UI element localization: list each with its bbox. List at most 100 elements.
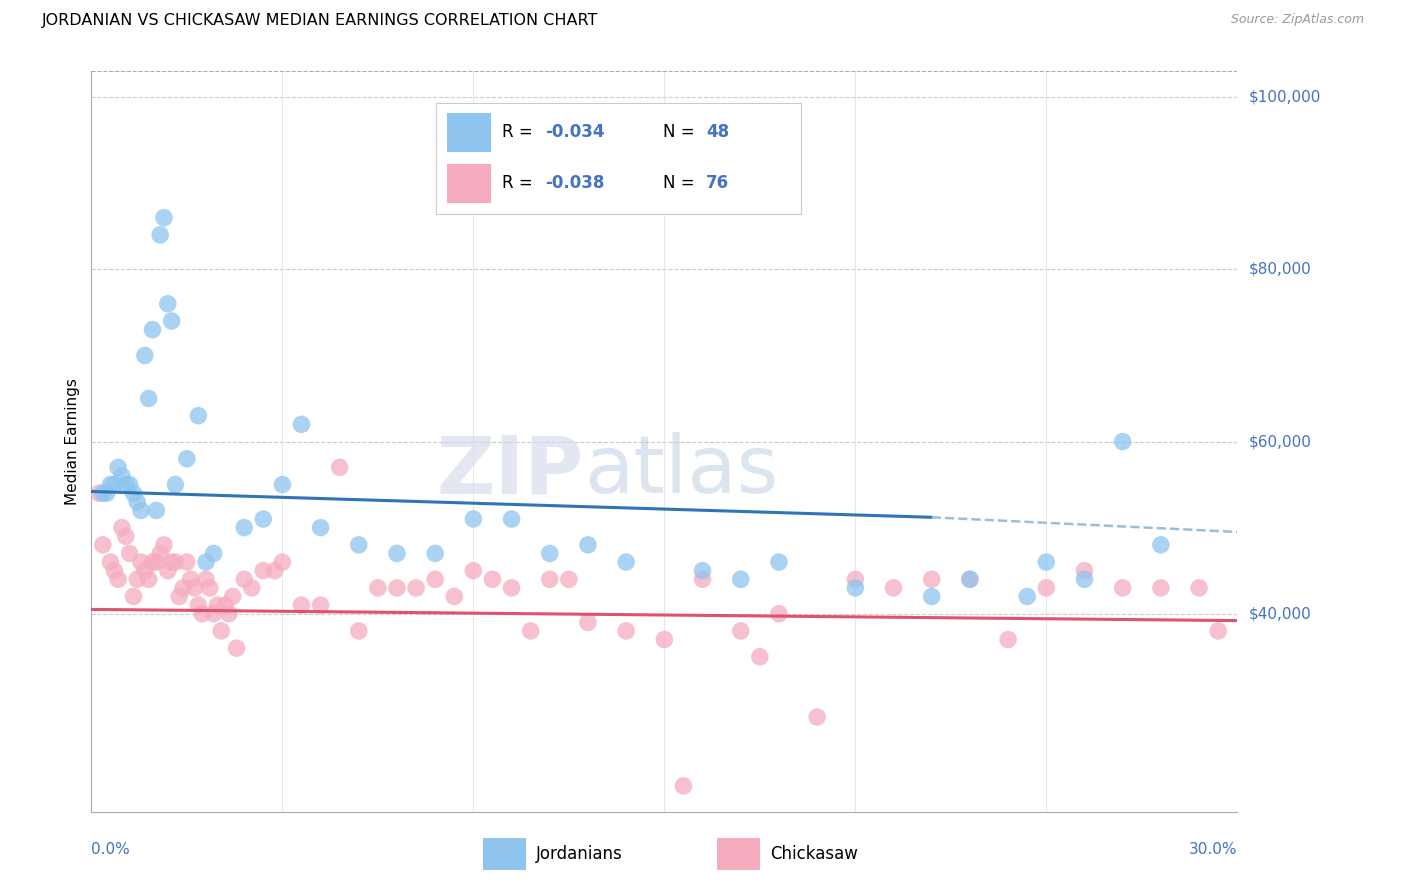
Point — [882, 581, 904, 595]
Point — [138, 572, 160, 586]
Text: Jordanians: Jordanians — [536, 845, 623, 863]
Text: $60,000: $60,000 — [1249, 434, 1312, 449]
Point — [959, 572, 981, 586]
Point — [1188, 581, 1211, 595]
Point — [180, 572, 202, 586]
Point — [149, 227, 172, 242]
Point — [290, 417, 312, 432]
Point — [921, 572, 943, 586]
Point — [1073, 572, 1095, 586]
Point — [692, 564, 714, 578]
Point — [176, 555, 198, 569]
Point — [107, 572, 129, 586]
Point — [233, 572, 256, 586]
Point — [844, 572, 866, 586]
Point — [202, 607, 225, 621]
Point — [844, 581, 866, 595]
Point — [768, 555, 790, 569]
Point — [748, 649, 770, 664]
Point — [576, 538, 599, 552]
Text: N =: N = — [662, 122, 699, 141]
Text: -0.038: -0.038 — [546, 174, 605, 192]
FancyBboxPatch shape — [484, 838, 526, 870]
Point — [100, 477, 122, 491]
Point — [165, 555, 187, 569]
Point — [207, 598, 229, 612]
Point — [614, 624, 637, 638]
Point — [576, 615, 599, 630]
Text: $100,000: $100,000 — [1249, 90, 1320, 104]
FancyBboxPatch shape — [717, 838, 761, 870]
Point — [1035, 555, 1057, 569]
Point — [209, 624, 232, 638]
Point — [614, 555, 637, 569]
Point — [519, 624, 541, 638]
Point — [463, 564, 485, 578]
Point — [96, 486, 118, 500]
Point — [127, 495, 149, 509]
Point — [252, 512, 274, 526]
Point — [405, 581, 427, 595]
Point — [160, 555, 183, 569]
Text: Source: ZipAtlas.com: Source: ZipAtlas.com — [1230, 13, 1364, 27]
Point — [290, 598, 312, 612]
FancyBboxPatch shape — [447, 164, 491, 203]
Point — [463, 512, 485, 526]
Point — [347, 538, 370, 552]
Point — [114, 477, 136, 491]
Point — [138, 392, 160, 406]
Point — [652, 632, 675, 647]
Point — [730, 572, 752, 586]
Point — [134, 348, 156, 362]
Text: R =: R = — [502, 174, 537, 192]
Point — [1017, 590, 1039, 604]
Point — [118, 477, 141, 491]
Point — [122, 590, 145, 604]
Text: 48: 48 — [706, 122, 730, 141]
Text: $80,000: $80,000 — [1249, 262, 1312, 277]
Point — [768, 607, 790, 621]
Text: 30.0%: 30.0% — [1189, 842, 1237, 857]
Point — [191, 607, 214, 621]
Point — [225, 641, 247, 656]
Point — [114, 529, 136, 543]
Point — [141, 555, 163, 569]
Point — [103, 477, 125, 491]
Point — [1111, 581, 1133, 595]
Point — [134, 564, 156, 578]
Point — [218, 607, 240, 621]
Point — [558, 572, 581, 586]
Point — [309, 521, 332, 535]
Text: JORDANIAN VS CHICKASAW MEDIAN EARNINGS CORRELATION CHART: JORDANIAN VS CHICKASAW MEDIAN EARNINGS C… — [42, 13, 599, 29]
Text: 0.0%: 0.0% — [91, 842, 131, 857]
Point — [202, 546, 225, 560]
Point — [176, 451, 198, 466]
Point — [959, 572, 981, 586]
Text: N =: N = — [662, 174, 699, 192]
Point — [1150, 581, 1173, 595]
Point — [141, 323, 163, 337]
Point — [160, 314, 183, 328]
Point — [1150, 538, 1173, 552]
Point — [165, 477, 187, 491]
Point — [538, 546, 561, 560]
Point — [252, 564, 274, 578]
Point — [156, 564, 179, 578]
Point — [481, 572, 503, 586]
Point — [347, 624, 370, 638]
Point — [167, 590, 190, 604]
Point — [329, 460, 352, 475]
FancyBboxPatch shape — [447, 112, 491, 152]
Point — [423, 572, 446, 586]
Point — [198, 581, 221, 595]
Text: $40,000: $40,000 — [1249, 607, 1312, 621]
Point — [122, 486, 145, 500]
Point — [111, 469, 134, 483]
Point — [443, 590, 465, 604]
Point — [672, 779, 695, 793]
Point — [127, 572, 149, 586]
Point — [149, 546, 172, 560]
Text: R =: R = — [502, 122, 537, 141]
Point — [692, 572, 714, 586]
Point — [1111, 434, 1133, 449]
